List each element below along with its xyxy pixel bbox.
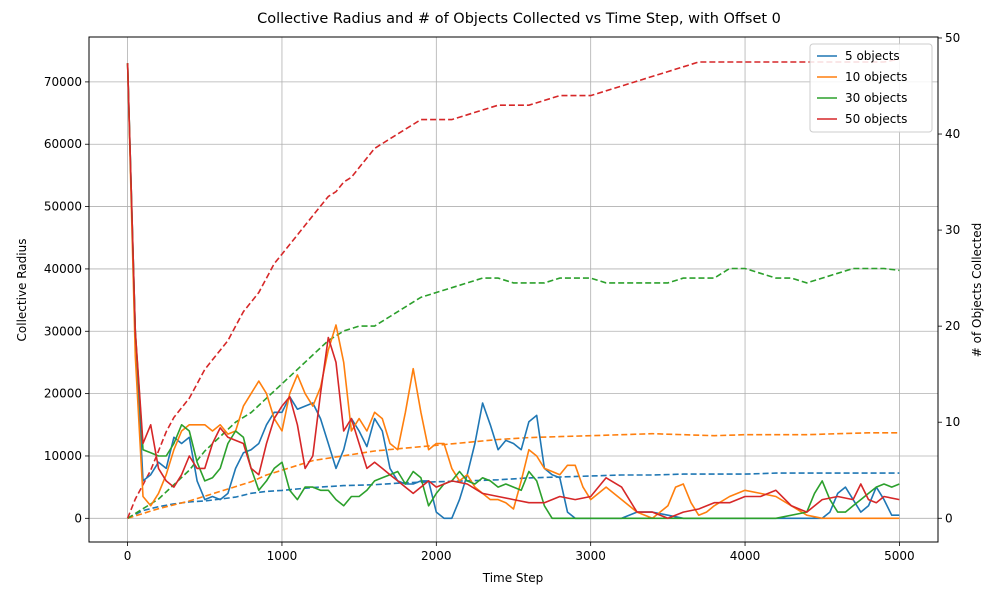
x-axis: 0 1000 2000 3000 4000 5000 <box>124 542 915 563</box>
x-tick-label: 1000 <box>267 549 298 563</box>
x-tick-label: 0 <box>124 549 132 563</box>
y-axis-left: 0 10000 20000 30000 40000 50000 60000 70000 <box>44 75 89 525</box>
x-tick-label: 2000 <box>421 549 452 563</box>
y-right-tick-label: 20 <box>945 319 960 333</box>
y-axis-title: Collective Radius <box>15 239 29 342</box>
legend-label: 5 objects <box>845 49 900 63</box>
legend-label: 10 objects <box>845 70 907 84</box>
y-axis-right-title: # of Objects Collected <box>970 223 984 357</box>
y-right-tick-label: 10 <box>945 415 960 429</box>
radius-line-50-objects <box>126 63 900 520</box>
y-tick-label: 30000 <box>44 324 82 338</box>
y-axis-right: 0 10 20 30 40 50 <box>938 31 960 525</box>
objects-line-10-objects <box>127 431 900 520</box>
y-tick-label: 70000 <box>44 75 82 89</box>
y-right-tick-label: 0 <box>945 511 953 525</box>
radius-line-10-objects <box>126 63 900 520</box>
objects-line-50-objects <box>126 58 900 519</box>
radius-line-30-objects <box>126 63 900 520</box>
plot-lines <box>126 58 900 520</box>
grid <box>89 37 938 542</box>
y-tick-label: 40000 <box>44 262 82 276</box>
y-tick-label: 0 <box>74 511 82 525</box>
objects-line-30-objects <box>127 267 900 519</box>
legend-label: 30 objects <box>845 91 907 105</box>
y-tick-label: 60000 <box>44 137 82 151</box>
legend-label: 50 objects <box>845 112 907 126</box>
x-axis-title: Time Step <box>482 571 544 585</box>
legend: 5 objects 10 objects 30 objects 50 objects <box>809 43 933 133</box>
objects-line-5-objects <box>127 472 900 520</box>
legend-box <box>809 43 933 133</box>
y-right-tick-label: 50 <box>945 31 960 45</box>
x-tick-label: 3000 <box>575 549 606 563</box>
y-tick-label: 20000 <box>44 387 82 401</box>
x-tick-label: 5000 <box>884 549 915 563</box>
chart-title: Collective Radius and # of Objects Colle… <box>257 11 781 27</box>
x-tick-label: 4000 <box>730 549 761 563</box>
y-tick-label: 10000 <box>44 449 82 463</box>
plot-frame <box>88 36 939 543</box>
y-right-tick-label: 40 <box>945 127 960 141</box>
y-tick-label: 50000 <box>44 200 82 214</box>
y-right-tick-label: 30 <box>945 223 960 237</box>
